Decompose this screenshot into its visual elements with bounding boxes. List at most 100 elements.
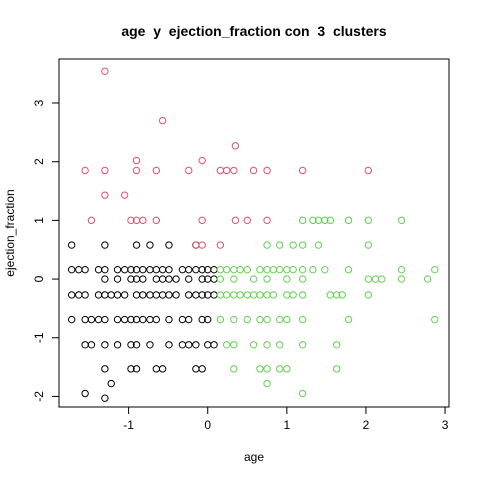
data-point bbox=[146, 315, 154, 324]
data-point bbox=[364, 291, 373, 299]
data-point bbox=[198, 365, 206, 373]
y-tick-label: -2 bbox=[32, 391, 46, 402]
data-point bbox=[298, 341, 307, 349]
data-point bbox=[101, 291, 109, 299]
data-point bbox=[146, 291, 154, 299]
data-point bbox=[67, 241, 76, 249]
data-point bbox=[192, 365, 200, 373]
data-point bbox=[172, 275, 180, 283]
data-point bbox=[423, 275, 432, 283]
data-point bbox=[298, 265, 307, 274]
data-point bbox=[152, 365, 161, 373]
data-point bbox=[120, 291, 129, 299]
data-point bbox=[223, 291, 231, 299]
data-point bbox=[152, 265, 161, 274]
data-point bbox=[230, 166, 238, 175]
data-point bbox=[431, 265, 439, 274]
data-point bbox=[127, 265, 135, 274]
data-point bbox=[132, 166, 141, 175]
data-point bbox=[132, 291, 141, 299]
data-point bbox=[283, 365, 291, 373]
plot-frame bbox=[58, 58, 450, 408]
data-point bbox=[230, 341, 238, 349]
data-point bbox=[269, 265, 278, 274]
data-point bbox=[139, 315, 147, 324]
data-point bbox=[243, 265, 251, 274]
data-point bbox=[81, 389, 89, 398]
data-point bbox=[158, 291, 167, 299]
data-point bbox=[216, 291, 225, 299]
data-point bbox=[192, 241, 200, 249]
data-point bbox=[158, 275, 167, 283]
data-point bbox=[192, 265, 200, 274]
data-point bbox=[152, 216, 161, 225]
data-point bbox=[309, 216, 317, 225]
data-point bbox=[113, 275, 122, 283]
data-point bbox=[216, 166, 225, 175]
data-point bbox=[185, 315, 193, 324]
data-point bbox=[263, 365, 271, 373]
data-point bbox=[146, 265, 154, 274]
data-point bbox=[81, 166, 89, 175]
data-point bbox=[204, 341, 212, 349]
data-point bbox=[236, 265, 244, 274]
data-point bbox=[178, 265, 187, 274]
data-point bbox=[276, 265, 284, 274]
data-point bbox=[243, 216, 251, 225]
data-point bbox=[298, 216, 307, 225]
data-point bbox=[263, 341, 271, 349]
y-axis: -2 -1 0 1 2 3 bbox=[32, 99, 60, 402]
data-point bbox=[216, 315, 225, 324]
data-point bbox=[298, 166, 307, 175]
data-point bbox=[165, 291, 173, 299]
data-point bbox=[107, 379, 115, 388]
data-point bbox=[364, 166, 373, 175]
data-point bbox=[378, 275, 386, 283]
data-point bbox=[158, 116, 167, 125]
data-point bbox=[198, 315, 206, 324]
data-point bbox=[172, 291, 180, 299]
data-point bbox=[101, 67, 109, 76]
data-point bbox=[198, 216, 206, 225]
x-tick-label: -1 bbox=[123, 418, 134, 432]
data-points bbox=[67, 67, 439, 402]
data-point bbox=[298, 275, 307, 283]
data-point bbox=[139, 265, 147, 274]
data-point bbox=[231, 216, 240, 225]
data-point bbox=[113, 341, 122, 349]
data-point bbox=[298, 315, 307, 324]
data-point bbox=[165, 275, 173, 283]
data-point bbox=[67, 265, 76, 274]
data-point bbox=[152, 315, 161, 324]
data-point bbox=[249, 275, 258, 283]
x-axis-title: age bbox=[244, 450, 264, 464]
data-point bbox=[230, 265, 238, 274]
data-point bbox=[298, 389, 307, 398]
data-point bbox=[101, 265, 109, 274]
data-point bbox=[364, 241, 373, 249]
data-point bbox=[101, 394, 109, 402]
data-point bbox=[94, 291, 103, 299]
data-point bbox=[249, 341, 258, 349]
data-point bbox=[283, 291, 291, 299]
data-point bbox=[289, 241, 297, 249]
data-point bbox=[230, 275, 238, 283]
data-point bbox=[397, 275, 406, 283]
data-point bbox=[120, 315, 129, 324]
data-point bbox=[332, 341, 341, 349]
y-tick-label: 0 bbox=[32, 275, 46, 282]
data-point bbox=[185, 166, 193, 175]
data-point bbox=[263, 379, 271, 388]
data-point bbox=[263, 265, 271, 274]
data-point bbox=[364, 275, 373, 283]
data-point bbox=[139, 216, 147, 225]
data-point bbox=[216, 275, 225, 283]
data-point bbox=[87, 315, 96, 324]
x-axis: -1 0 1 2 3 bbox=[123, 406, 449, 432]
data-point bbox=[132, 156, 141, 165]
data-point bbox=[198, 241, 206, 249]
data-point bbox=[223, 265, 231, 274]
data-point bbox=[326, 291, 335, 299]
y-tick-label: -1 bbox=[32, 332, 46, 343]
